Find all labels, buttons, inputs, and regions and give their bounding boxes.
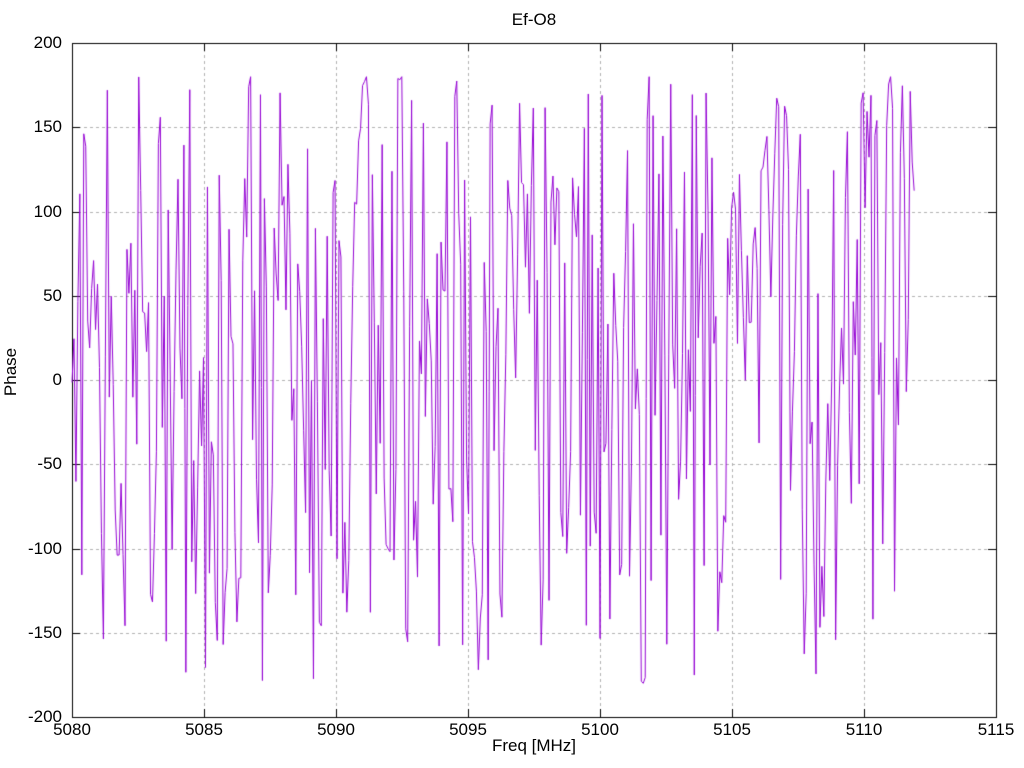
x-tick-label: 5115	[977, 720, 1015, 739]
y-tick-label: -50	[37, 454, 62, 473]
y-tick-label: -100	[27, 539, 62, 558]
x-tick-label: 5095	[449, 720, 487, 739]
y-tick-label: -200	[27, 707, 62, 726]
y-tick-label: 200	[33, 33, 62, 52]
y-tick-label: 150	[33, 117, 62, 136]
y-tick-label: -150	[27, 623, 62, 642]
x-tick-label: 5110	[845, 720, 883, 739]
y-tick-label: 100	[33, 202, 62, 221]
x-tick-label: 5090	[317, 720, 355, 739]
x-tick-label: 5080	[53, 720, 91, 739]
y-tick-label: 0	[52, 370, 62, 389]
x-tick-label: 5105	[713, 720, 751, 739]
y-tick-label: 50	[43, 286, 62, 305]
x-tick-label: 5085	[185, 720, 223, 739]
x-axis-title: Freq [MHz]	[491, 736, 577, 755]
chart-title: Ef-O8	[511, 10, 557, 29]
x-tick-label: 5100	[581, 720, 619, 739]
